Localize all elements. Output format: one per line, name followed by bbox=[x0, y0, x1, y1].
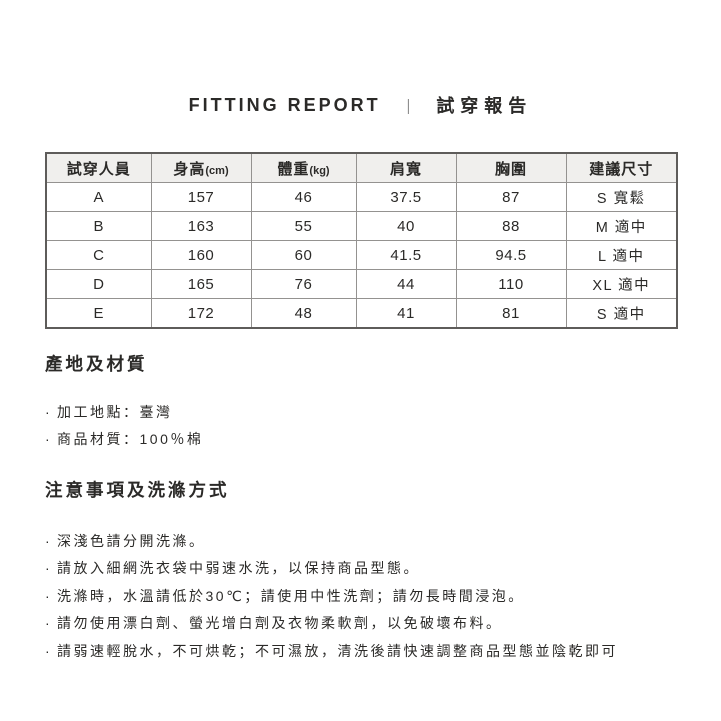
cell-shoulder: 40 bbox=[355, 211, 457, 241]
cell-weight: 76 bbox=[250, 269, 357, 299]
cell-size: XL 適中 bbox=[565, 269, 678, 299]
section-heading: 產地及材質 bbox=[45, 354, 148, 374]
list-item: · 請弱速輕脫水，不可烘乾；不可濕放，清洗後請快速調整商品型態並陰乾即可 bbox=[45, 638, 711, 665]
cell-person: E bbox=[45, 298, 152, 329]
cell-weight: 55 bbox=[250, 211, 357, 241]
unit-label: (cm) bbox=[205, 164, 229, 177]
cell-size: S 適中 bbox=[565, 298, 678, 329]
title-divider: | bbox=[406, 96, 411, 114]
cell-weight: 60 bbox=[250, 240, 357, 270]
cell-weight: 46 bbox=[250, 182, 357, 212]
bullet-glyph: · bbox=[45, 587, 50, 604]
col-header-person: 試穿人員 bbox=[45, 152, 152, 183]
table-row: E 172 48 41 81 S 適中 bbox=[45, 298, 678, 329]
bullet-glyph: · bbox=[45, 533, 50, 549]
page-title: FITTING REPORT | 試穿報告 bbox=[0, 92, 721, 118]
list-item-text: 商品材質：100％棉 bbox=[57, 431, 204, 448]
col-header-size: 建議尺寸 bbox=[565, 152, 678, 183]
cell-chest: 94.5 bbox=[455, 240, 567, 270]
cell-size: L 適中 bbox=[565, 240, 678, 270]
col-header-shoulder: 肩寬 bbox=[355, 152, 457, 183]
cell-person: B bbox=[45, 211, 152, 241]
table-row: D 165 76 44 110 XL 適中 bbox=[45, 269, 678, 299]
bullet-glyph: · bbox=[45, 560, 50, 577]
list-item-text: 深淺色請分開洗滌。 bbox=[57, 533, 206, 549]
list-item: · 深淺色請分開洗滌。 bbox=[45, 528, 711, 555]
list-item: · 加工地點：臺灣 bbox=[45, 399, 711, 426]
cell-height: 172 bbox=[150, 298, 252, 329]
list-item-text: 請放入細網洗衣袋中弱速水洗，以保持商品型態。 bbox=[57, 560, 420, 577]
cell-person: A bbox=[45, 182, 152, 212]
list-item-text: 加工地點：臺灣 bbox=[57, 404, 173, 420]
list-item: · 商品材質：100％棉 bbox=[45, 426, 711, 453]
cell-height: 163 bbox=[150, 211, 252, 241]
table-row: B 163 55 40 88 M 適中 bbox=[45, 211, 678, 241]
list-item-text: 洗滌時，水溫請低於30℃；請使用中性洗劑；請勿長時間浸泡。 bbox=[57, 587, 525, 604]
cell-shoulder: 41.5 bbox=[355, 240, 457, 270]
cell-shoulder: 44 bbox=[355, 269, 457, 299]
section-care-instructions: 注意事項及洗滌方式 · 深淺色請分開洗滌。 · 請放入細網洗衣袋中弱速水洗，以保持商… bbox=[45, 477, 711, 665]
col-header-weight: 體重(kg) bbox=[250, 152, 357, 183]
bullet-glyph: · bbox=[45, 404, 50, 420]
cell-size: S 寬鬆 bbox=[565, 182, 678, 212]
cell-shoulder: 41 bbox=[355, 298, 457, 329]
page-title-zh: 試穿報告 bbox=[436, 96, 533, 116]
cell-weight: 48 bbox=[250, 298, 357, 329]
cell-chest: 88 bbox=[455, 211, 567, 241]
cell-height: 157 bbox=[150, 182, 252, 212]
unit-label: (kg) bbox=[309, 164, 330, 177]
table-header-row: 試穿人員 身高(cm) 體重(kg) 肩寬 胸圍 建議尺寸 bbox=[45, 152, 678, 183]
origin-material-list: · 加工地點：臺灣 · 商品材質：100％棉 bbox=[45, 399, 711, 454]
care-instructions-list: · 深淺色請分開洗滌。 · 請放入細網洗衣袋中弱速水洗，以保持商品型態。 · 洗滌時，… bbox=[45, 528, 711, 665]
cell-height: 160 bbox=[150, 240, 252, 270]
bullet-glyph: · bbox=[45, 431, 50, 448]
page-title-en: FITTING REPORT bbox=[188, 94, 381, 115]
section-origin-material: 產地及材質 · 加工地點：臺灣 · 商品材質：100％棉 bbox=[45, 351, 711, 454]
list-item: · 請勿使用漂白劑、螢光增白劑及衣物柔軟劑，以免破壞布料。 bbox=[45, 610, 711, 637]
col-header-chest: 胸圍 bbox=[455, 152, 567, 183]
cell-height: 165 bbox=[150, 269, 252, 299]
table-row: A 157 46 37.5 87 S 寬鬆 bbox=[45, 182, 678, 212]
cell-size: M 適中 bbox=[565, 211, 678, 241]
cell-chest: 87 bbox=[455, 182, 567, 212]
list-item-text: 請弱速輕脫水，不可烘乾；不可濕放，清洗後請快速調整商品型態並陰乾即可 bbox=[57, 642, 618, 659]
list-item-text: 請勿使用漂白劑、螢光增白劑及衣物柔軟劑，以免破壞布料。 bbox=[57, 615, 503, 632]
bullet-glyph: · bbox=[45, 615, 50, 632]
cell-shoulder: 37.5 bbox=[355, 182, 457, 212]
cell-person: C bbox=[45, 240, 152, 270]
list-item: · 請放入細網洗衣袋中弱速水洗，以保持商品型態。 bbox=[45, 555, 711, 582]
section-heading: 注意事項及洗滌方式 bbox=[45, 480, 230, 500]
cell-chest: 110 bbox=[455, 269, 567, 299]
cell-chest: 81 bbox=[455, 298, 567, 329]
bullet-glyph: · bbox=[45, 642, 50, 659]
list-item: · 洗滌時，水溫請低於30℃；請使用中性洗劑；請勿長時間浸泡。 bbox=[45, 583, 711, 610]
col-header-height: 身高(cm) bbox=[150, 152, 252, 183]
cell-person: D bbox=[45, 269, 152, 299]
fitting-table: 試穿人員 身高(cm) 體重(kg) 肩寬 胸圍 建議尺寸 A 157 46 3… bbox=[45, 152, 678, 329]
table-row: C 160 60 41.5 94.5 L 適中 bbox=[45, 240, 678, 270]
